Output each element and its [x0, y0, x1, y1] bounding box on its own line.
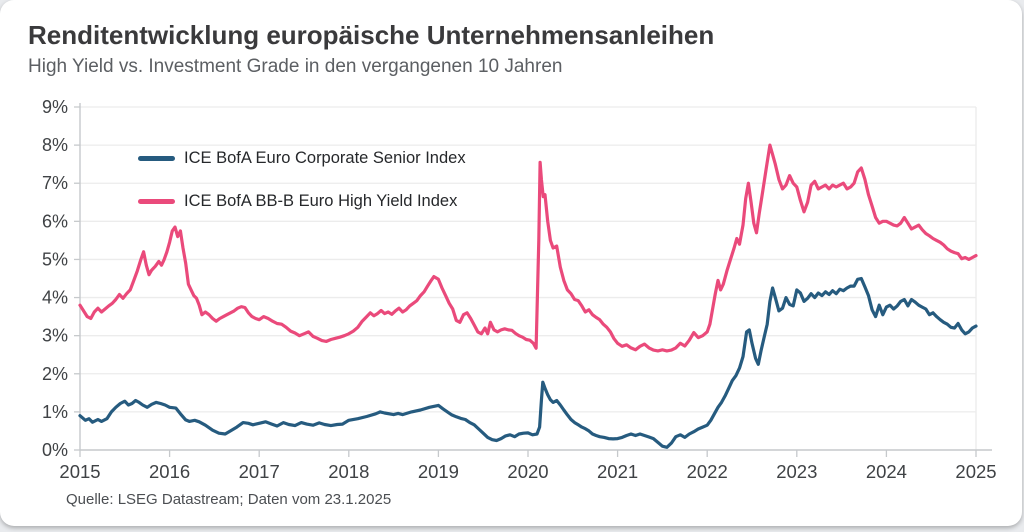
legend-label-high-yield: ICE BofA BB-B Euro High Yield Index [184, 192, 458, 210]
y-axis-label: 6% [42, 211, 68, 231]
y-axis-label: 8% [42, 135, 68, 155]
y-axis-label: 5% [42, 249, 68, 269]
x-axis-label: 2020 [507, 461, 548, 482]
series-line-corporate [78, 276, 978, 449]
x-axis-label: 2022 [687, 461, 728, 482]
y-axis-label: 7% [42, 173, 68, 193]
x-axis-label: 2025 [955, 461, 996, 482]
x-axis-label: 2016 [149, 461, 190, 482]
x-axis-label: 2015 [59, 461, 100, 482]
high-yield-line-swatch [138, 199, 175, 204]
y-axis-label: 4% [42, 288, 68, 308]
series-line-high-yield [78, 143, 978, 353]
y-axis-label: 9% [42, 97, 68, 117]
x-axis-label: 2017 [239, 461, 280, 482]
page-subtitle: High Yield vs. Investment Grade in den v… [28, 56, 563, 77]
y-axis-label: 3% [42, 326, 68, 346]
x-axis-label: 2021 [597, 461, 638, 482]
source-note: Quelle: LSEG Datastream; Daten vom 23.1.… [66, 491, 392, 508]
y-axis-label: 1% [42, 402, 68, 422]
legend-label-corporate: ICE BofA Euro Corporate Senior Index [184, 149, 466, 167]
y-axis-label: 2% [42, 364, 68, 384]
legend-item-high-yield: ICE BofA BB-B Euro High Yield Index [138, 189, 466, 214]
x-axis-label: 2019 [418, 461, 459, 482]
corporate-line-swatch [138, 156, 175, 161]
x-axis-label: 2018 [328, 461, 369, 482]
chart-legend: ICE BofA Euro Corporate Senior Index ICE… [138, 146, 466, 214]
y-axis-label: 0% [42, 440, 68, 460]
page-title: Renditentwicklung europäische Unternehme… [28, 20, 715, 50]
x-axis-label: 2023 [776, 461, 817, 482]
legend-item-corporate: ICE BofA Euro Corporate Senior Index [138, 146, 466, 171]
x-axis-label: 2024 [866, 461, 907, 482]
